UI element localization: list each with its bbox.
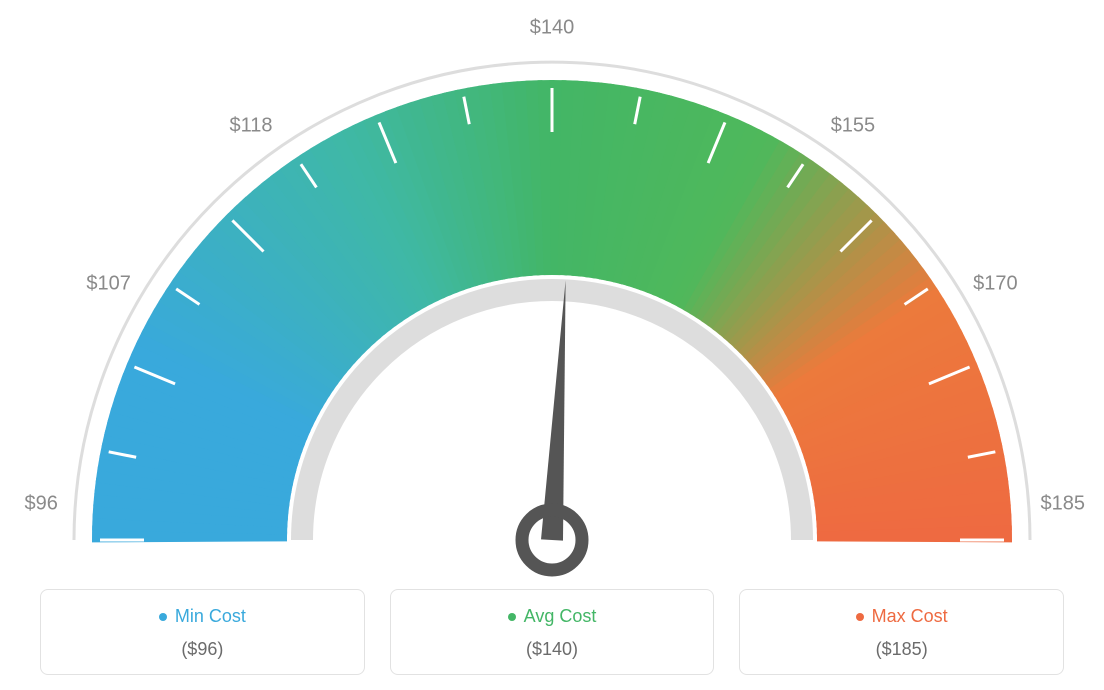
gauge-tick-label: $140 — [530, 17, 575, 40]
gauge-tick-label: $170 — [973, 273, 1018, 296]
legend-dot-avg — [508, 613, 516, 621]
legend-dot-min — [159, 613, 167, 621]
legend-card-max: Max Cost ($185) — [739, 589, 1064, 675]
legend-dot-max — [856, 613, 864, 621]
legend-card-min: Min Cost ($96) — [40, 589, 365, 675]
gauge-tick-label: $185 — [1041, 493, 1086, 516]
legend-label-min: Min Cost — [159, 606, 246, 627]
legend-value-max: ($185) — [750, 639, 1053, 660]
legend-label-max: Max Cost — [856, 606, 948, 627]
gauge-svg — [0, 0, 1104, 580]
legend-value-min: ($96) — [51, 639, 354, 660]
legend-label-avg: Avg Cost — [508, 606, 597, 627]
chart-container: $96 $107 $118 $140 $155 $170 $185 Min Cost ($9… — [0, 0, 1104, 690]
legend-card-avg: Avg Cost ($140) — [390, 589, 715, 675]
gauge-tick-label: $96 — [25, 493, 58, 516]
gauge-tick-label: $155 — [831, 114, 876, 137]
legend-text-avg: Avg Cost — [524, 606, 597, 627]
gauge-chart: $96 $107 $118 $140 $155 $170 $185 — [0, 0, 1104, 580]
legend-text-min: Min Cost — [175, 606, 246, 627]
gauge-tick-label: $107 — [86, 273, 131, 296]
gauge-tick-label: $118 — [230, 114, 273, 137]
legend-text-max: Max Cost — [872, 606, 948, 627]
legend-row: Min Cost ($96) Avg Cost ($140) Max Cost … — [40, 589, 1064, 675]
legend-value-avg: ($140) — [401, 639, 704, 660]
